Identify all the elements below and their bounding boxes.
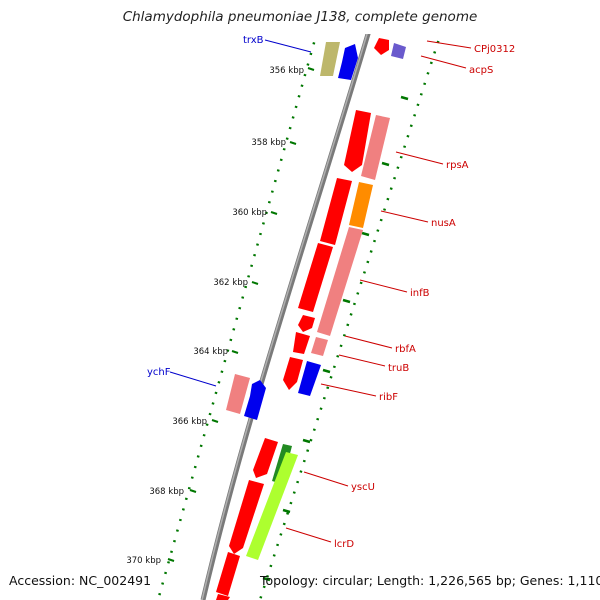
scale-label: 362 kbp [213,278,248,288]
leader-ribF [320,383,377,397]
gene-feature [216,552,240,596]
gene-ribF-forward [283,357,303,390]
genome-backbone-highlight [201,34,368,600]
leader-nusA [380,210,429,223]
leader-truB [338,354,386,367]
inner-tick [342,298,351,304]
scale-tick [270,211,278,215]
scale-label: 360 kbp [232,208,267,218]
gene-label-ychF[interactable]: ychF [147,367,171,378]
gene-infB-forward [298,243,333,312]
gene-label-infB[interactable]: infB [410,288,430,299]
gene-feature [216,594,230,600]
gene-feature [375,22,392,34]
gene-trxB-pale [320,42,340,76]
gene-label-lcrD[interactable]: lcrD [334,539,354,550]
scale-tick [189,489,197,493]
gene-label-nusA[interactable]: nusA [431,218,456,229]
gene-rpsA-forward [344,110,371,172]
scale-label: 366 kbp [172,417,207,427]
leader-rpsA [395,151,444,165]
gene-trxB-arrow [338,44,358,80]
scale-label: 356 kbp [269,66,304,76]
gene-rpsA-pale [361,115,390,180]
topology-label: Topology: circular; Length: 1,226,565 bp… [260,573,600,588]
inner-ruler-line [258,34,442,600]
genome-backbone [200,34,371,600]
scale-label: 364 kbp [193,347,228,357]
gene-label-truB[interactable]: truB [388,363,409,374]
inner-tick [322,368,331,374]
scale-label: 368 kbp [149,487,184,497]
gene-ychF-arrow [244,380,266,420]
gene-label-acpS[interactable]: acpS [469,65,493,76]
leader-CPj0312 [426,40,472,49]
gene-lcrD-forward [229,480,264,554]
gene-rbfA-pale [311,337,328,356]
gene-infB-pale [317,227,363,336]
scale-tick [211,419,219,423]
gene-label-rbfA[interactable]: rbfA [395,344,416,355]
gene-nusA-orange [349,182,373,228]
leader-lcrD [285,527,332,543]
inner-tick [262,576,271,582]
leader-ychF [169,371,217,387]
gene-ychF-pale [226,374,250,414]
inner-tick [282,508,291,514]
gene-label-CPj0312[interactable]: CPj0312 [474,44,515,55]
inner-tick [361,231,370,237]
gene-feature [336,0,352,12]
leader-yscU [303,471,349,487]
leader-rbfA [344,335,393,349]
gene-truB-arrow [293,332,310,354]
accession-label: Accession: NC_002491 [9,573,152,588]
map-title: Chlamydophila pneumoniae J138, complete … [122,9,478,25]
gene-acpS [391,43,406,59]
gene-nusA-forward [320,178,352,245]
gene-rbfA-arrow [298,315,315,332]
inner-tick [381,161,390,167]
gene-label-yscU[interactable]: yscU [351,482,375,493]
gene-label-trxB[interactable]: trxB [243,35,264,46]
gene-CPj0312 [374,38,389,55]
leader-infB [359,279,408,293]
leader-trxB [264,39,312,53]
scale-label: 370 kbp [126,556,161,566]
gene-lcrD-lime [246,452,298,560]
gene-feature [352,0,370,14]
leader-acpS [420,55,467,69]
scale-tick [307,67,315,71]
inner-tick [302,438,311,444]
gene-ribF-blue [298,361,321,396]
scale-tick [289,141,297,145]
gene-label-ribF[interactable]: ribF [379,392,398,403]
gene-label-rpsA[interactable]: rpsA [446,160,469,171]
gene-yscU-forward [253,438,278,478]
scale-tick [251,281,259,285]
scale-label: 358 kbp [251,138,286,148]
scale-tick [231,350,239,354]
inner-tick [400,95,409,101]
scale-tick [167,558,175,562]
